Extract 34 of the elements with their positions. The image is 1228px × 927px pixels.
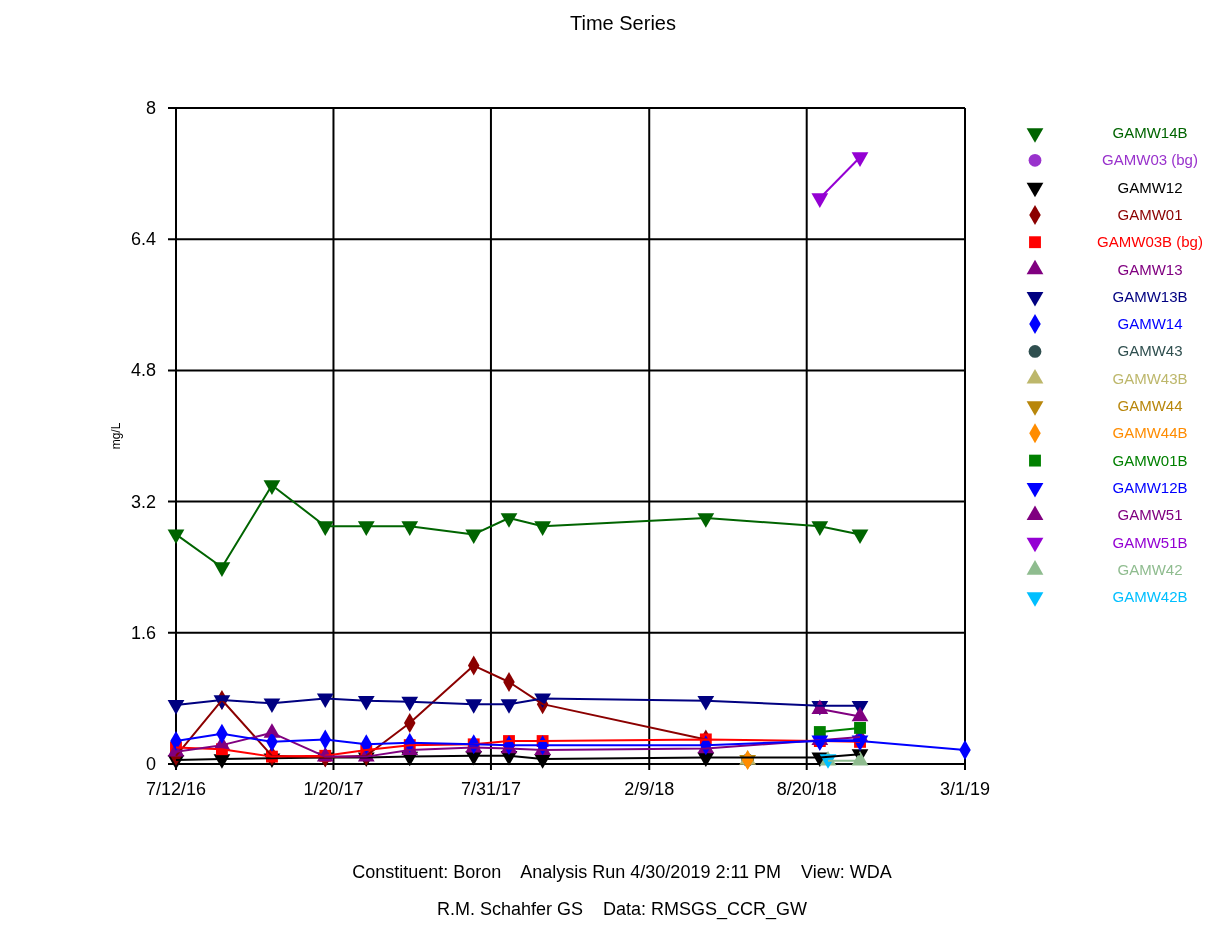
text: GAMW51B [1112,533,1188,551]
x-tick-label: 7/31/17 [460,779,521,799]
text: GAMW43 [1117,342,1183,360]
text: R.M. Schahfer GS Data: RMSGS_CCR_GW [436,899,808,920]
y-tick-label: 8 [145,98,156,118]
text: GAMW51 [1117,506,1183,524]
text: GAMW42B [1112,588,1188,606]
text: GAMW12 [1117,178,1183,196]
y-axis-title: mg/L [109,422,123,450]
y-tick-label: 1.6 [130,622,156,643]
legend-label: GAMW03 (bg) [1102,151,1198,169]
text: GAMW44 [1117,397,1183,414]
text: GAMW13 [1117,260,1183,278]
x-tick-label: 3/1/19 [939,779,991,799]
text: GAMW14B [1112,124,1188,141]
x-tick-label: 7/12/16 [145,779,207,799]
text: GAMW42 [1117,560,1183,578]
x-tick-label: 1/20/17 [303,779,364,799]
text: GAMW44B [1112,424,1188,442]
text: GAMW03B (bg) [1097,233,1203,251]
y-tick-label: 4.8 [130,360,156,381]
text: GAMW13B [1112,287,1188,305]
text: GAMW43B [1112,369,1188,387]
y-tick-label: 6.4 [130,229,156,250]
text: GAMW14 [1117,315,1183,333]
chart-title: Time Series [570,12,676,34]
text: GAMW01 [1117,205,1183,223]
x-tick-label: 8/20/18 [776,779,837,799]
x-tick-label: 2/9/18 [624,779,675,799]
y-tick-label: 3.2 [130,491,156,512]
text: Constituent: Boron Analysis Run 4/30/2019 2:11 PM View: WDA [352,862,892,882]
y-tick-label: 0 [145,754,156,774]
text: GAMW01B [1112,451,1188,469]
text: GAMW12B [1112,478,1188,496]
